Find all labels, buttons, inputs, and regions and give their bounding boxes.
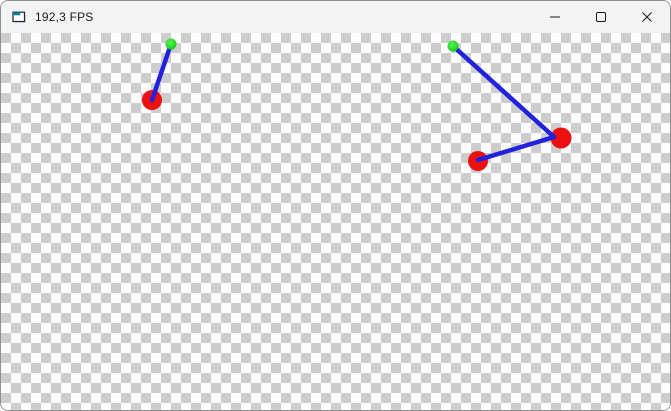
anchor-dot	[165, 38, 177, 50]
anchor-dot	[447, 40, 459, 52]
link-rod	[450, 43, 557, 140]
titlebar[interactable]: 192,3 FPS	[1, 1, 670, 33]
close-button[interactable]	[624, 1, 670, 33]
link-rod	[475, 134, 557, 163]
minimize-button[interactable]	[532, 1, 578, 33]
window-title: 192,3 FPS	[35, 10, 94, 24]
link-rod	[149, 41, 174, 103]
maximize-button[interactable]	[578, 1, 624, 33]
caption-buttons	[532, 1, 670, 33]
render-canvas[interactable]	[1, 33, 670, 410]
close-icon	[642, 12, 652, 22]
joint-dot	[550, 127, 572, 149]
scene-svg	[142, 38, 572, 171]
minimize-icon	[550, 16, 560, 18]
maximize-icon	[596, 12, 606, 22]
app-window-icon	[11, 9, 27, 25]
